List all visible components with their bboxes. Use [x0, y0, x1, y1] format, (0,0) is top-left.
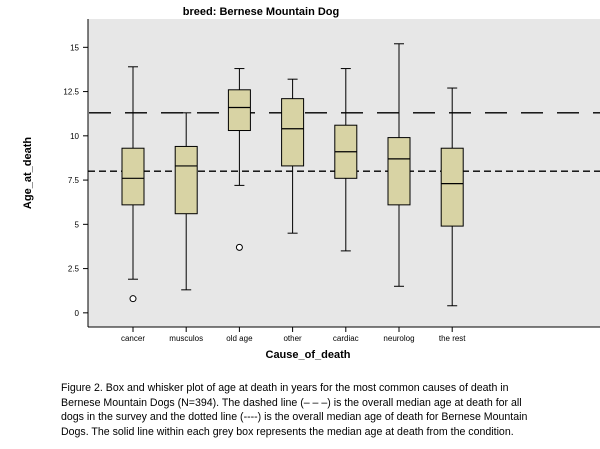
boxes: [121, 43, 464, 307]
chart-title: breed: Bernese Mountain Dog: [183, 6, 339, 18]
caption-line: dogs in the survey and the dotted line (…: [61, 411, 528, 423]
y-tick-label: 5: [75, 220, 80, 229]
iqr-box: [227, 89, 251, 132]
box-the-rest: [440, 87, 464, 307]
figure-caption: Figure 2. Box and whisker plot of age at…: [61, 381, 581, 439]
y-tick-label: 7.5: [68, 176, 80, 185]
y-axis-ticks: 0 2.5 5 7.5 10 12.5 15: [63, 43, 88, 318]
caption-line: Bernese Mountain Dogs (N=394). The dashe…: [61, 396, 522, 409]
iqr-box: [440, 147, 464, 227]
iqr-box: [174, 145, 198, 215]
x-tick-label: the rest: [439, 334, 466, 343]
y-tick-label: 2.5: [68, 265, 80, 274]
x-tick-label: old age: [226, 334, 253, 343]
y-tick-label: 12.5: [63, 88, 79, 97]
y-tick-label: 0: [75, 309, 80, 318]
y-tick-label: 10: [70, 132, 79, 141]
y-axis-label: Age_at_death: [22, 137, 34, 209]
box-old-age: [227, 68, 251, 251]
box-other: [281, 78, 305, 234]
x-axis-ticks: cancer musculos old age other cardiac neurolo…: [121, 327, 466, 343]
x-tick-label: cancer: [121, 334, 145, 343]
box-cancer: [121, 66, 145, 303]
outlier-point: [129, 295, 137, 303]
outlier-point: [235, 243, 243, 251]
box-cardiac: [334, 68, 358, 252]
iqr-box: [387, 137, 411, 206]
box-musculos: [174, 112, 198, 291]
x-tick-label: cardiac: [333, 334, 359, 343]
y-tick-label: 15: [70, 43, 79, 52]
box-neurolog: [387, 43, 411, 287]
iqr-box: [121, 147, 145, 206]
x-axis-label: Cause_of_death: [266, 349, 351, 361]
iqr-box: [281, 98, 305, 167]
caption-line: Figure 2. Box and whisker plot of age at…: [61, 382, 509, 394]
x-tick-label: musculos: [169, 334, 203, 343]
caption-line: Dogs. The solid line within each grey bo…: [61, 425, 514, 438]
x-tick-label: other: [283, 334, 302, 343]
x-tick-label: neurolog: [383, 334, 414, 343]
